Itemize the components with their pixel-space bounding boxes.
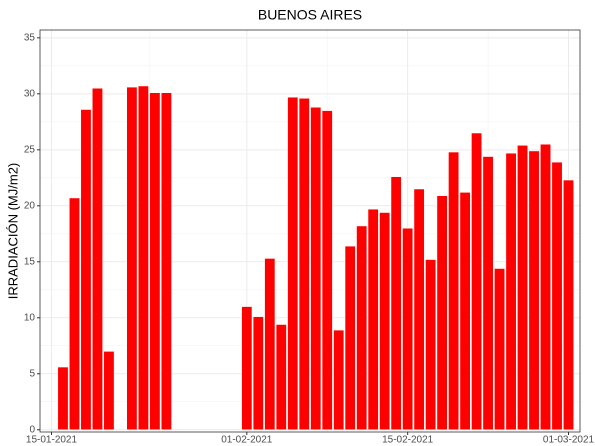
bar <box>494 268 505 431</box>
bar <box>482 156 494 431</box>
bar <box>540 143 551 431</box>
bar <box>103 351 115 431</box>
bar <box>517 145 528 431</box>
y-tick-label: 25 <box>24 144 36 155</box>
x-tick-label: 15-01-2021 <box>26 435 78 446</box>
y-tick-label: 10 <box>24 312 36 323</box>
y-tick-label: 15 <box>24 256 36 267</box>
bar <box>241 306 253 431</box>
bar <box>459 192 471 431</box>
bar <box>563 179 574 431</box>
bar <box>402 227 414 431</box>
bar <box>344 245 356 431</box>
bar <box>390 176 402 431</box>
bar <box>287 96 299 431</box>
bar <box>436 195 448 431</box>
bar <box>149 92 161 431</box>
bar <box>379 212 391 431</box>
bar <box>333 329 345 431</box>
y-tick-label: 35 <box>24 32 36 43</box>
bar <box>551 161 563 431</box>
bar <box>413 188 425 431</box>
bar <box>92 87 103 431</box>
y-axis-label: IRRADIACIÓN (MJ/m2) <box>5 163 20 300</box>
y-tick-label: 20 <box>24 200 36 211</box>
bar <box>137 85 149 431</box>
bar <box>126 86 138 431</box>
x-tick-label: 15-02-2021 <box>382 435 434 446</box>
bar <box>505 152 517 431</box>
bar <box>275 324 287 431</box>
bar <box>321 110 333 431</box>
chart-title: BUENOS AIRES <box>258 7 362 23</box>
bar <box>160 92 172 431</box>
x-tick-label: 01-02-2021 <box>221 435 273 446</box>
y-tick-label: 30 <box>24 88 36 99</box>
y-tick-label: 5 <box>29 368 35 379</box>
bar <box>298 98 310 431</box>
bar <box>310 107 322 431</box>
bar <box>471 132 483 431</box>
bar <box>69 197 80 431</box>
y-tick-label: 0 <box>29 424 35 435</box>
bar <box>367 208 379 431</box>
plot-border <box>39 29 581 433</box>
bar <box>252 316 264 431</box>
bar <box>80 109 92 431</box>
bar <box>425 259 437 431</box>
bar <box>57 366 69 431</box>
bar <box>448 151 460 431</box>
x-tick-label: 01-03-2021 <box>543 435 595 446</box>
bar <box>356 225 368 431</box>
bar <box>264 258 276 431</box>
bar <box>528 150 540 431</box>
